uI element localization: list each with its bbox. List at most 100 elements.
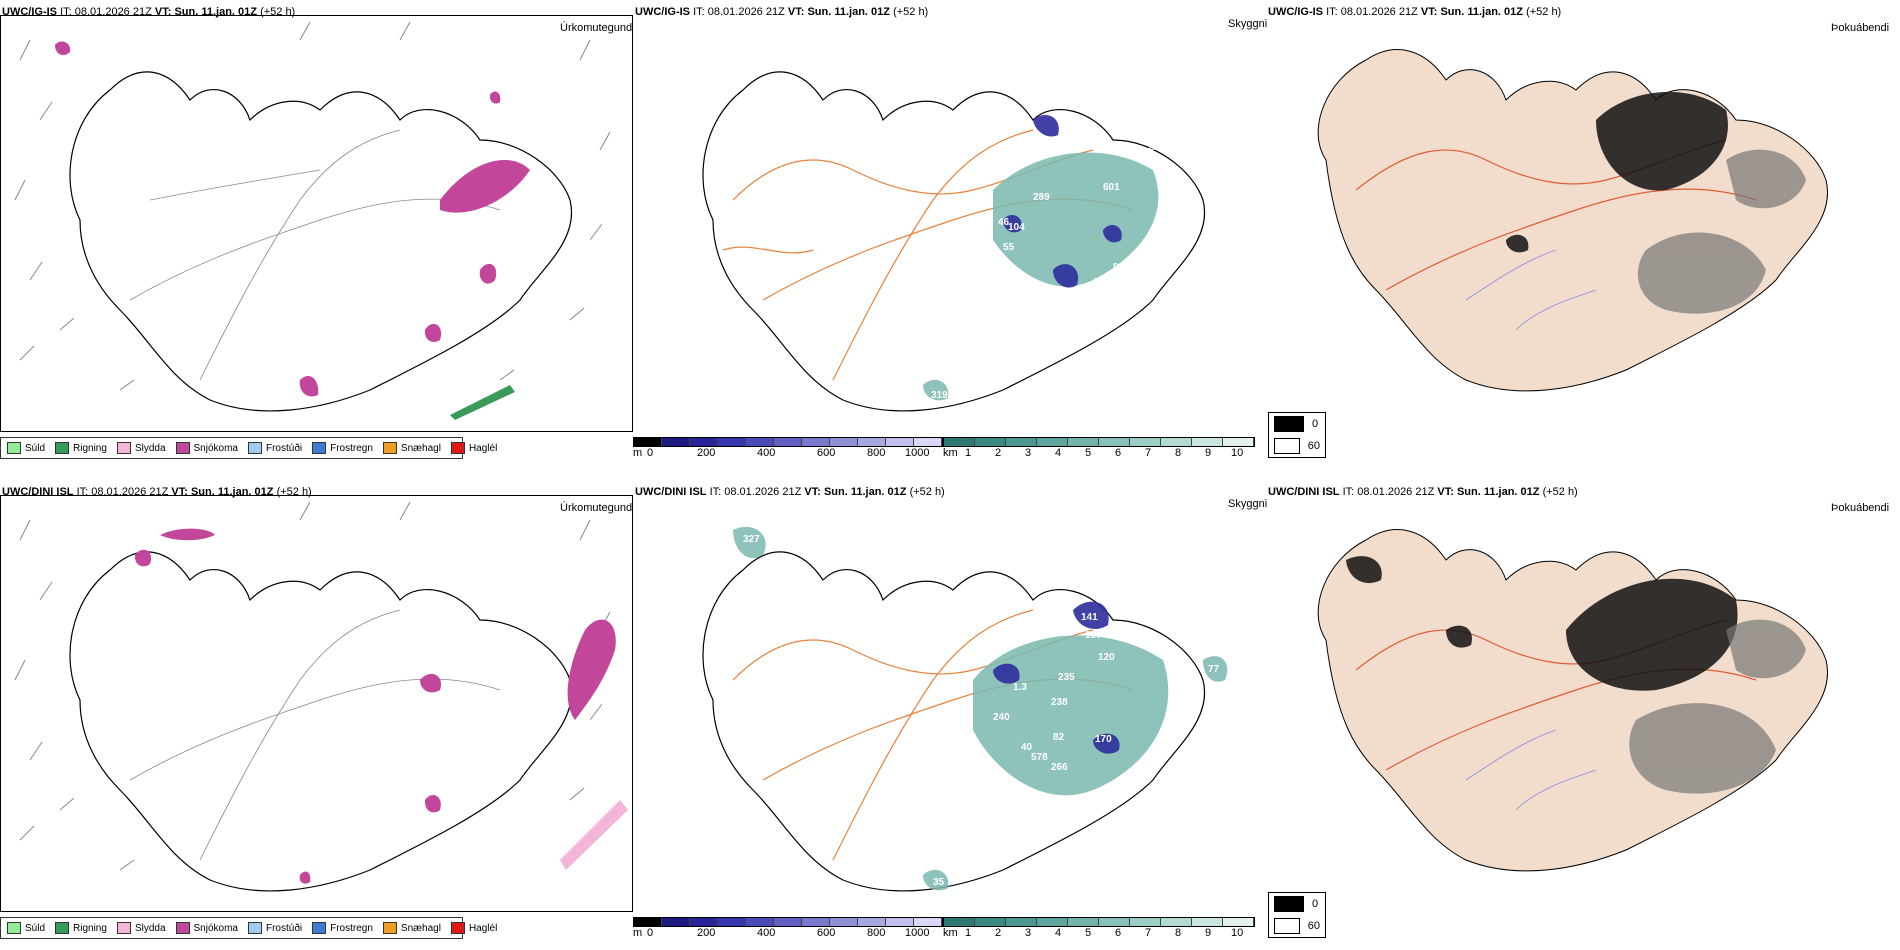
valid-time: Sun. 11.jan. 01Z: [1456, 486, 1540, 498]
fog-legend-item: 0: [1269, 893, 1325, 915]
rain-streak: [450, 385, 515, 420]
colorbar-swatch: [830, 918, 858, 926]
colorbar-swatch: [1223, 438, 1254, 446]
init-time: 08.01.2026 21Z: [1357, 486, 1435, 498]
model-name: UWC/IG-IS: [1268, 6, 1323, 18]
legend-item: Frostregn: [312, 442, 373, 454]
fog-panel-top: UWC/IG-IS IT: 08.01.2026 21Z VT: Sun. 11…: [1266, 0, 1900, 470]
vis-value-label: 22: [1148, 142, 1160, 153]
visibility-labels: 327 141 157 235 238 240 266 40 578 170 1…: [743, 534, 1220, 888]
init-time: 08.01.2026 21Z: [74, 6, 152, 18]
lead-time: (+52 h): [909, 486, 945, 498]
colorbar-swatch: [1130, 438, 1161, 446]
vis-value-label: 141: [1081, 612, 1098, 623]
valid-time: Sun. 11.jan. 01Z: [1440, 6, 1523, 18]
roads: [129, 609, 501, 861]
fog-legend-item: 0: [1269, 413, 1325, 435]
fog-dark-areas: [1506, 91, 1728, 253]
fog-legend-item: 60: [1269, 915, 1325, 937]
visibility-blue-areas: [993, 601, 1120, 754]
vis-value-label: 238: [1051, 697, 1068, 708]
fog-panel-bottom: UWC/DINI ISL IT: 08.01.2026 21Z VT: Sun.…: [1266, 480, 1900, 950]
visibility-labels: 289 601 846 104 110 91 108 46 55 319 22: [931, 142, 1160, 401]
panel-title: Úrkomutegund: [560, 22, 633, 34]
legend-item: Haglél: [450, 442, 497, 454]
iceland-coastline: [69, 551, 573, 892]
iceland-map: [14, 501, 628, 892]
model-name: UWC/DINI ISL: [1268, 486, 1340, 498]
init-time: 08.01.2026 21Z: [724, 486, 802, 498]
colorbar-swatch: [1006, 918, 1037, 926]
lead-time: (+52 h): [1526, 6, 1562, 18]
colorbar-swatch: [1068, 918, 1099, 926]
visibility-m-colorbar: m 0 200 400 600 800 1000: [633, 437, 943, 461]
wind-barbs: [14, 21, 611, 401]
vis-value-label: 235: [1058, 672, 1075, 683]
panel-title: Úrkomutegund: [560, 502, 633, 514]
vis-value-label: 91: [1113, 262, 1125, 273]
visibility-teal-areas: [733, 526, 1228, 891]
colorbar-swatch: [1099, 438, 1130, 446]
iceland-land: [1317, 529, 1828, 872]
valid-time: Sun. 11.jan. 01Z: [823, 486, 907, 498]
lead-time: (+52 h): [1542, 486, 1578, 498]
colorbar-unit: m: [633, 927, 643, 939]
vis-value-label: 170: [1095, 734, 1112, 745]
vis-value-label: 82: [1053, 732, 1065, 743]
colorbar-swatch: [662, 438, 690, 446]
legend-item: Snjókoma: [175, 442, 238, 454]
colorbar-swatch: [774, 438, 802, 446]
visibility-panel-bottom: UWC/DINI ISL IT: 08.01.2026 21Z VT: Sun.…: [633, 480, 1268, 950]
vis-value-label: 46: [998, 217, 1010, 228]
precip-type-panel-top: UWC/IG-IS IT: 08.01.2026 21Z VT: Sun. 11…: [0, 0, 633, 470]
legend-item: Súld: [7, 922, 45, 934]
vis-value-label: 266: [1051, 762, 1068, 773]
visibility-teal-areas: [923, 152, 1159, 401]
vis-value-label: 108: [1093, 277, 1110, 288]
init-time: 08.01.2026 21Z: [1340, 6, 1418, 18]
vis-value-label: 240: [993, 712, 1010, 723]
model-name: UWC/DINI ISL: [635, 486, 707, 498]
lead-time: (+52 h): [893, 6, 929, 18]
iceland-coastline: [69, 71, 573, 412]
colorbar-swatch: [634, 438, 662, 446]
precip-type-legend: Súld Rigning Slydda Snjókoma Frostúði Fr…: [0, 917, 497, 939]
panel-header: UWC/DINI ISL IT: 08.01.2026 21Z VT: Sun.…: [2, 486, 312, 498]
colorbar-swatch: [1037, 438, 1068, 446]
vis-value-label: 327: [743, 534, 760, 545]
lead-time: (+52 h): [276, 486, 312, 498]
colorbar-swatch: [914, 918, 942, 926]
model-name: UWC/IG-IS: [635, 6, 690, 18]
colorbar-swatch: [944, 918, 975, 926]
colorbar-swatch: [1223, 918, 1254, 926]
vis-value-label: 55: [1003, 242, 1015, 253]
colorbar-swatch: [774, 918, 802, 926]
fog-legend: 0 60: [1268, 412, 1326, 458]
colorbar-swatch: [975, 438, 1006, 446]
vis-value-label: 601: [1103, 182, 1120, 193]
rivers: [1465, 729, 1597, 811]
panel-header: UWC/IG-IS IT: 08.01.2026 21Z VT: Sun. 11…: [635, 6, 929, 18]
legend-item: Frostúði: [247, 922, 302, 934]
colorbar-swatch: [1192, 438, 1223, 446]
colorbar-swatch: [858, 438, 886, 446]
vis-value-label: 120: [1098, 652, 1115, 663]
colorbar-swatch: [1192, 918, 1223, 926]
legend-item: Frostregn: [312, 922, 373, 934]
vis-value-label: 35: [933, 877, 945, 888]
colorbar-swatch: [1006, 438, 1037, 446]
model-name: UWC/IG-IS: [2, 6, 57, 18]
fog-legend-item: 60: [1269, 435, 1325, 457]
vis-value-label: 157: [1085, 630, 1102, 641]
panel-title: Skyggni: [1228, 498, 1268, 510]
colorbar-swatch: [1037, 918, 1068, 926]
iceland-land: [1317, 49, 1828, 392]
vis-value-label: 110: [1088, 297, 1105, 308]
panel-title: Skyggni: [1228, 18, 1268, 30]
precip-type-panel-bottom: UWC/DINI ISL IT: 08.01.2026 21Z VT: Sun.…: [0, 480, 633, 950]
visibility-blue-areas: [1003, 115, 1122, 288]
init-time: 08.01.2026 21Z: [707, 6, 785, 18]
legend-item: Frostúði: [247, 442, 302, 454]
colorbar-swatch: [886, 438, 914, 446]
legend-item: Rigning: [55, 442, 107, 454]
